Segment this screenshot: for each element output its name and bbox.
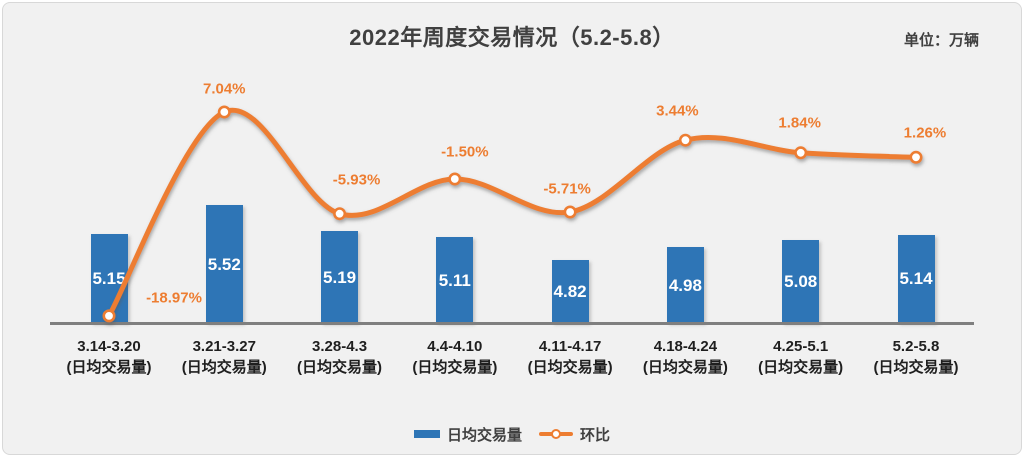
line-point-marker — [678, 133, 692, 147]
x-axis-label-sublabel: (日均交易量) — [181, 359, 267, 376]
unit-label: 单位：万辆 — [903, 32, 979, 49]
line-series-layer — [102, 105, 923, 323]
line-value-label: -5.93% — [332, 171, 381, 189]
x-axis-label-sublabel: (日均交易量) — [297, 359, 383, 376]
x-axis-label: 3.14-3.20 (日均交易量) — [50, 336, 168, 378]
x-axis-label-range: 4.4-4.10 — [427, 338, 483, 355]
bar: 5.19 — [321, 231, 359, 323]
line-value-label: -1.50% — [441, 143, 489, 161]
x-axis-label: 4.11-4.17 (日均交易量) — [511, 336, 629, 378]
x-axis-label-sublabel: (日均交易量) — [412, 359, 498, 376]
chart-title: 2022年周度交易情况（5.2-5.8） — [349, 25, 675, 50]
x-axis-label: 3.21-3.27 (日均交易量) — [165, 336, 283, 378]
bar: 5.52 — [205, 205, 243, 323]
x-axis-label-range: 4.11-4.17 — [538, 338, 602, 355]
bar: 4.82 — [551, 259, 589, 323]
line-point-marker — [448, 172, 462, 186]
x-axis-label-range: 4.18-4.24 — [653, 338, 718, 355]
x-axis-label-range: 3.21-3.27 — [192, 338, 256, 355]
line-value-label: 3.44% — [656, 102, 699, 120]
x-axis-label-sublabel: (日均交易量) — [873, 359, 959, 376]
x-axis-label: 4.4-4.10 (日均交易量) — [396, 336, 514, 378]
line-value-label: 7.04% — [202, 80, 246, 98]
bar-value-label: 5.15 — [92, 269, 126, 289]
bar-value-label: 5.52 — [207, 254, 241, 274]
bar-value-label: 5.14 — [899, 269, 933, 289]
bar: 4.98 — [666, 247, 704, 323]
bar-series-swatch-icon — [413, 430, 440, 438]
line-point-marker — [794, 146, 808, 160]
x-axis-label-range: 3.28-4.3 — [312, 338, 368, 355]
bar: 5.11 — [436, 237, 474, 323]
bar-value-label: 4.98 — [668, 275, 702, 295]
x-axis-label: 3.28-4.3 (日均交易量) — [281, 336, 399, 378]
line-point-marker — [563, 205, 577, 219]
bar-value-label: 5.08 — [784, 271, 818, 291]
x-axis-label-sublabel: (日均交易量) — [66, 359, 152, 376]
x-axis-label: 4.18-4.24 (日均交易量) — [626, 336, 744, 378]
line-value-label: 1.26% — [903, 124, 947, 142]
line-value-label: -5.71% — [543, 180, 591, 198]
line-point-marker — [333, 207, 347, 221]
legend-bar-label: 日均交易量 — [446, 426, 522, 444]
line-series-swatch-icon — [539, 428, 573, 440]
bar: 5.14 — [897, 234, 935, 323]
line-value-label: -18.97% — [146, 289, 202, 307]
plot-area: 5.15 5.52 5.19 5.11 4.82 4.98 5.08 5.14 -18.97%… — [3, 3, 1021, 454]
line-point-marker — [217, 105, 231, 119]
x-axis-label: 4.25-5.1 (日均交易量) — [742, 336, 860, 378]
line-point-marker — [909, 150, 923, 164]
line-swatch-marker-icon — [551, 429, 561, 439]
line-value-label: 1.84% — [778, 114, 821, 132]
x-axis-label-range: 4.25-5.1 — [773, 338, 829, 355]
x-axis-label-sublabel: (日均交易量) — [758, 359, 844, 376]
x-axis-label-sublabel: (日均交易量) — [642, 359, 728, 376]
x-axis-label: 5.2-5.8 (日均交易量) — [857, 336, 975, 378]
x-axis-label-sublabel: (日均交易量) — [527, 359, 613, 376]
bar-value-label: 4.82 — [553, 281, 587, 301]
legend: 日均交易量 环比 — [3, 425, 1021, 444]
x-axis-label-range: 5.2-5.8 — [892, 338, 940, 355]
legend-line-label: 环比 — [580, 426, 611, 444]
bar: 5.08 — [782, 239, 820, 323]
bar-value-label: 5.11 — [438, 270, 471, 290]
x-axis-label-range: 3.14-3.20 — [77, 338, 141, 355]
bar: 5.15 — [90, 234, 128, 323]
x-axis-line — [50, 322, 974, 325]
bar-value-label: 5.19 — [323, 267, 357, 287]
